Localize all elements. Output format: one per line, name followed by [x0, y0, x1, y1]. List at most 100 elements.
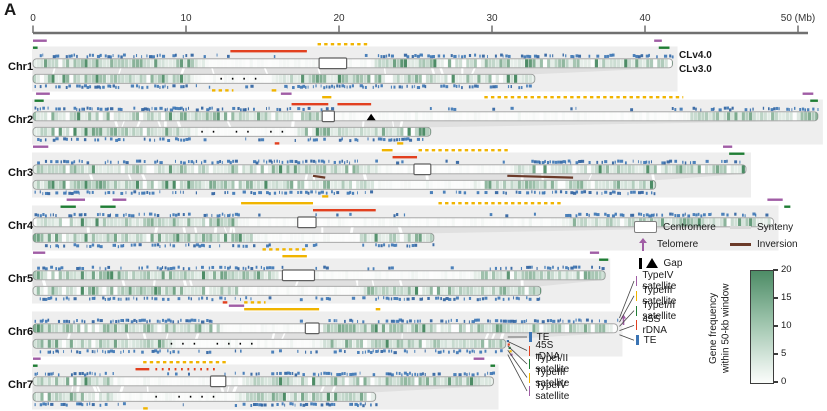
chromosome-label: Chr3	[8, 167, 33, 179]
gap-triangle-icon	[645, 258, 658, 268]
assembly-bar	[32, 376, 494, 387]
te-track	[34, 212, 769, 218]
legend-item-te: TE	[636, 334, 656, 346]
legend-gap-label: Gap	[663, 257, 683, 269]
gap-dot	[235, 130, 238, 133]
legend-telomere: Telomere	[638, 237, 698, 251]
chromosome-chr3: Chr3	[8, 145, 751, 198]
gap-dot	[189, 395, 192, 398]
gene-frequency-heatmap	[33, 377, 494, 386]
axis-tick-label: 30	[486, 13, 498, 24]
annotation-marks	[60, 198, 791, 251]
gene-frequency-heatmap	[33, 286, 541, 295]
legend-item-typeiii-satellite: TypeIII satellite	[636, 285, 678, 307]
legend-tick-icon	[636, 335, 639, 346]
legend-item-label: TypeIV satellite	[535, 380, 570, 402]
chromosome-chr5: Chr5	[8, 251, 611, 304]
te-track	[34, 106, 819, 112]
v3-end-feature-tick	[507, 343, 510, 346]
gene-frequency-heatmap	[33, 74, 535, 83]
colorbar-tick-icon	[773, 353, 778, 355]
colorbar-title: Gene frequency within 50-kb window	[708, 283, 732, 373]
legend-item-typeiv-satellite: TypeIV satellite	[529, 380, 571, 402]
gap-dot	[155, 395, 157, 398]
legend-item-typei-ii-satellite: TypeI/II satellite	[636, 300, 678, 322]
synteny-band	[33, 279, 606, 287]
chromosome-label: Chr4	[8, 220, 34, 232]
te-track	[37, 265, 605, 271]
v3-end-feature-tick	[510, 353, 513, 356]
chromosome-chr1: Chr1	[8, 39, 678, 92]
centromere-box	[413, 163, 432, 176]
te-track	[44, 243, 435, 249]
assembly-label-clv3: CLv3.0	[679, 64, 712, 75]
te-track	[39, 53, 674, 59]
inversion-mark	[312, 174, 326, 179]
colorbar-tick-label: 15	[781, 292, 792, 303]
te-track	[34, 371, 496, 377]
gene-frequency-heatmap	[33, 127, 431, 136]
annotation-marks	[33, 251, 609, 304]
gap-dot	[281, 130, 284, 133]
assembly-bar	[32, 391, 377, 402]
legend-item-label: TypeI/II satellite	[642, 299, 677, 322]
gap-dot	[231, 77, 234, 80]
synteny-band	[33, 332, 618, 340]
gap-dot	[243, 77, 245, 80]
chromosome-label: Chr1	[8, 61, 33, 73]
gap-bar-icon	[639, 257, 642, 269]
callout-lines	[507, 280, 635, 392]
annotation-marks	[228, 304, 381, 311]
legend-item-label: TypeIV satellite	[642, 270, 677, 292]
legend-item-label: TE	[536, 331, 550, 343]
colorbar-tick-label: 5	[781, 348, 787, 359]
v3-end-feature-tick	[506, 340, 509, 343]
axis-tick-label: 10	[180, 13, 192, 24]
gene-frequency-heatmap	[33, 271, 606, 280]
legend-item-te: TE	[529, 331, 549, 343]
legend-tick-icon	[529, 332, 532, 342]
centromere-box	[209, 375, 227, 388]
legend-item-label: TypeIII satellite	[535, 366, 570, 389]
legend-item-label: TypeIII satellite	[642, 284, 677, 307]
centromere-box	[304, 322, 320, 335]
colorbar-gradient	[750, 270, 774, 384]
gap-dot	[201, 130, 203, 133]
gene-frequency-heatmap	[33, 233, 434, 242]
x-axis: 0 10 20 30 40 50 (Mb)	[30, 13, 815, 35]
gap-triangle	[366, 113, 376, 121]
gap-dot	[182, 342, 184, 345]
assembly-bar	[32, 164, 747, 175]
gap-dot	[201, 395, 203, 398]
legend-tick-icon	[636, 290, 638, 301]
colorbar-tick-label: 10	[781, 320, 792, 331]
synteny-band	[33, 67, 673, 75]
gap-dot	[212, 395, 215, 398]
gap-dot	[239, 342, 242, 345]
colorbar-tick-icon	[773, 269, 778, 271]
legend-inversion: Inversion	[730, 237, 798, 251]
te-track	[37, 137, 424, 143]
axis-tick-label: 20	[333, 13, 345, 24]
legend-item-typeiii-satellite: TypeIII satellite	[529, 367, 571, 389]
axis-tick-label: 0	[30, 13, 36, 24]
gap-dot	[251, 342, 253, 345]
legend-inversion-label: Inversion	[757, 238, 798, 250]
chromosome-chr7: Chr7	[8, 357, 499, 410]
legend-tick-icon	[529, 359, 531, 369]
legend-centromere-label: Centromere	[663, 221, 716, 233]
legend-item-label: 45S rDNA	[535, 339, 560, 362]
centromere-box	[321, 110, 336, 123]
legend-centromere: Centromere	[634, 220, 716, 234]
legend-synteny: Synteny	[730, 220, 793, 234]
axis-tick-label: 40	[639, 13, 651, 24]
chromosome-label: Chr2	[8, 114, 33, 126]
annotation-marks	[33, 357, 496, 410]
gap-dot	[178, 395, 180, 398]
legend-tick-icon	[529, 386, 531, 396]
gap-dot	[254, 77, 257, 80]
inversion-mark	[507, 174, 574, 179]
te-track	[39, 296, 541, 302]
centromere-box	[297, 216, 317, 229]
